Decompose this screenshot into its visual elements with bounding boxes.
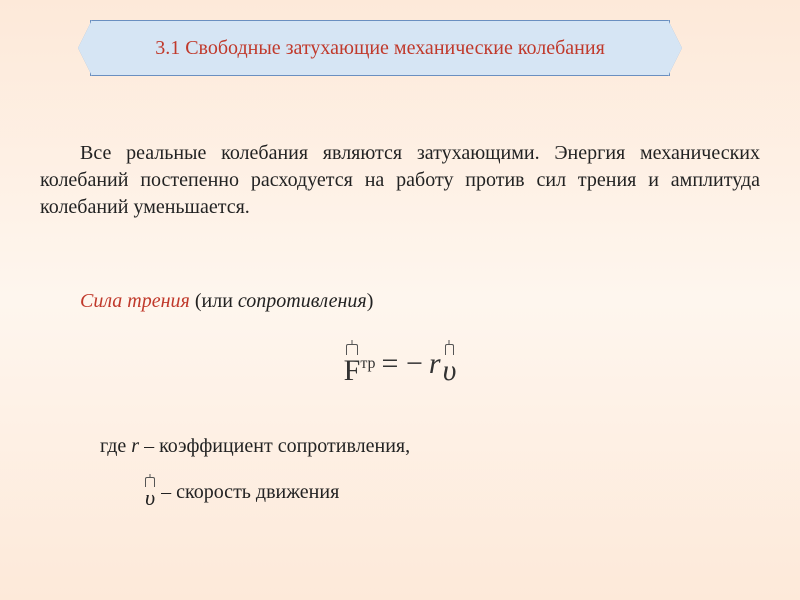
- title-banner: 3.1 Свободные затухающие механические ко…: [90, 20, 670, 76]
- vector-v: υ: [443, 340, 457, 388]
- banner-chevron-right-icon: [668, 20, 682, 76]
- friction-force-formula: F тр = − r υ: [0, 340, 800, 388]
- formula-rhs-symbol: υ: [443, 354, 457, 387]
- where-v-text: – скорость движения: [161, 481, 339, 504]
- vector-F: F: [344, 340, 361, 388]
- definition-line-r: где r – коэффициент сопротивления,: [100, 435, 410, 458]
- formula-lhs-subscript: тр: [360, 355, 375, 373]
- subheading-open: (или: [190, 290, 238, 312]
- definition-line-v: υ – скорость движения: [145, 475, 339, 509]
- body-paragraph: Все реальные колебания являются затухающ…: [40, 140, 760, 221]
- title-box: 3.1 Свободные затухающие механические ко…: [90, 20, 670, 76]
- subheading-term: Сила трения: [80, 290, 190, 312]
- where-r-text: – коэффициент сопротивления,: [139, 435, 410, 457]
- friction-force-subheading: Сила трения (или сопротивления): [80, 290, 373, 313]
- formula-equals: = −: [382, 347, 423, 381]
- title-text: 3.1 Свободные затухающие механические ко…: [155, 36, 605, 60]
- where-prefix: где: [100, 435, 131, 457]
- where-symbol-v: υ: [145, 485, 155, 510]
- subheading-close: ): [367, 290, 374, 312]
- formula-lhs-symbol: F: [344, 354, 361, 387]
- subheading-alt-term: сопротивления: [238, 290, 367, 312]
- where-symbol-r: r: [131, 435, 139, 457]
- formula-coeff: r: [429, 347, 441, 381]
- banner-chevron-left-icon: [78, 20, 92, 76]
- vector-v-small: υ: [145, 475, 155, 509]
